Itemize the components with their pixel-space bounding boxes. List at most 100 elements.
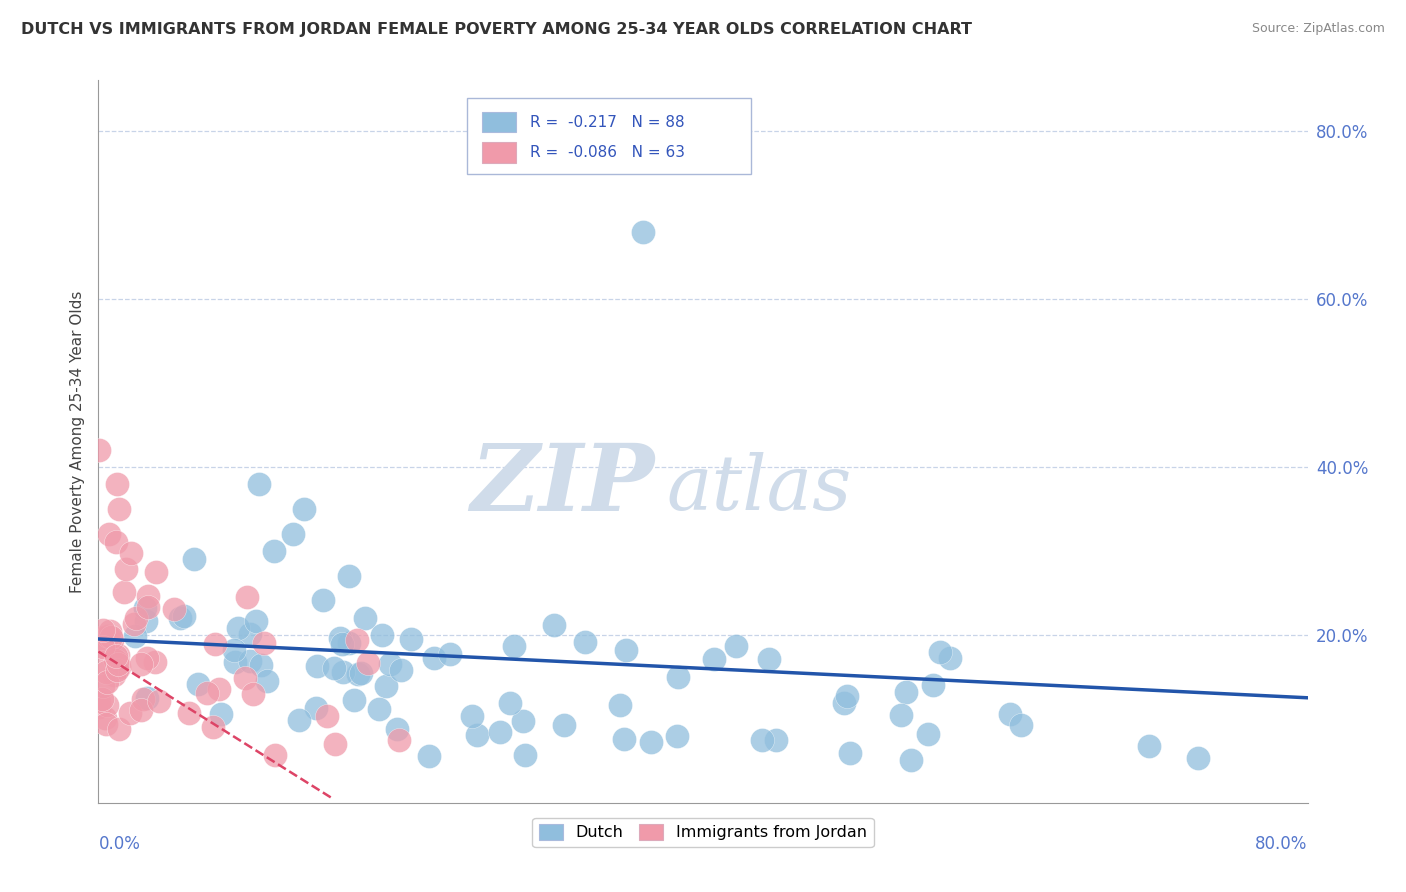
- Point: [129, 703, 152, 717]
- Point: [134, 601, 156, 615]
- Point: [725, 639, 748, 653]
- Point: [765, 732, 787, 747]
- Point: [245, 614, 267, 628]
- Point: [337, 636, 360, 650]
- Point: [242, 687, 264, 701]
- Point: [91, 640, 114, 654]
- Point: [391, 663, 413, 677]
- Point: [105, 649, 128, 664]
- Point: [105, 476, 128, 491]
- Point: [97, 629, 120, 643]
- FancyBboxPatch shape: [467, 98, 751, 174]
- Point: [894, 684, 917, 698]
- Point: [97, 527, 120, 541]
- Point: [103, 668, 125, 682]
- Point: [385, 722, 408, 736]
- Bar: [482, 112, 516, 132]
- Point: [368, 702, 391, 716]
- Point: [120, 706, 142, 720]
- Point: [288, 713, 311, 727]
- Point: [104, 535, 127, 549]
- Point: [312, 593, 335, 607]
- Point: [247, 476, 270, 491]
- Point: [758, 652, 780, 666]
- Point: [208, 681, 231, 696]
- Point: [136, 600, 159, 615]
- Text: atlas: atlas: [666, 451, 852, 525]
- Text: R =  -0.086   N = 63: R = -0.086 N = 63: [530, 145, 685, 160]
- Point: [112, 585, 135, 599]
- Point: [145, 655, 167, 669]
- Point: [613, 732, 636, 747]
- Point: [250, 657, 273, 672]
- Point: [87, 442, 110, 457]
- Text: 0.0%: 0.0%: [98, 835, 141, 854]
- Point: [132, 692, 155, 706]
- Text: 80.0%: 80.0%: [1256, 835, 1308, 854]
- Point: [640, 735, 662, 749]
- Point: [461, 708, 484, 723]
- Point: [96, 674, 118, 689]
- Point: [91, 679, 114, 693]
- Point: [177, 706, 200, 720]
- Point: [101, 632, 124, 647]
- Point: [998, 707, 1021, 722]
- Point: [388, 733, 411, 747]
- Point: [467, 728, 489, 742]
- Point: [329, 631, 352, 645]
- Point: [307, 659, 329, 673]
- Point: [115, 561, 138, 575]
- Text: DUTCH VS IMMIGRANTS FROM JORDAN FEMALE POVERTY AMONG 25-34 YEAR OLDS CORRELATION: DUTCH VS IMMIGRANTS FROM JORDAN FEMALE P…: [21, 22, 972, 37]
- Point: [209, 706, 232, 721]
- Point: [1010, 717, 1032, 731]
- Point: [838, 746, 860, 760]
- Point: [93, 636, 115, 650]
- Point: [890, 708, 912, 723]
- Point: [1137, 739, 1160, 753]
- Point: [939, 651, 962, 665]
- Point: [204, 637, 226, 651]
- Point: [900, 753, 922, 767]
- Point: [122, 617, 145, 632]
- Point: [354, 611, 377, 625]
- Point: [666, 670, 689, 684]
- Point: [316, 708, 339, 723]
- Point: [357, 656, 380, 670]
- Point: [330, 637, 353, 651]
- Point: [489, 724, 512, 739]
- Point: [136, 690, 159, 705]
- Point: [224, 656, 246, 670]
- Point: [917, 727, 939, 741]
- Point: [337, 569, 360, 583]
- Point: [543, 617, 565, 632]
- Point: [375, 679, 398, 693]
- Point: [835, 690, 858, 704]
- Point: [108, 660, 131, 674]
- Point: [100, 630, 122, 644]
- Point: [343, 693, 366, 707]
- Point: [98, 624, 121, 638]
- Point: [499, 696, 522, 710]
- Point: [553, 718, 575, 732]
- Point: [233, 671, 256, 685]
- Point: [751, 733, 773, 747]
- Point: [163, 601, 186, 615]
- Point: [91, 692, 114, 706]
- Point: [145, 565, 167, 579]
- Point: [94, 717, 117, 731]
- Point: [323, 661, 346, 675]
- Point: [574, 635, 596, 649]
- Point: [921, 678, 943, 692]
- Point: [418, 749, 440, 764]
- Point: [107, 657, 129, 671]
- Point: [129, 657, 152, 671]
- Point: [96, 665, 118, 679]
- Point: [93, 711, 115, 725]
- Point: [239, 654, 262, 668]
- Text: R =  -0.217   N = 88: R = -0.217 N = 88: [530, 115, 685, 129]
- Point: [107, 648, 129, 662]
- Point: [631, 225, 654, 239]
- Point: [136, 589, 159, 603]
- Text: ZIP: ZIP: [471, 440, 655, 530]
- Point: [347, 666, 370, 681]
